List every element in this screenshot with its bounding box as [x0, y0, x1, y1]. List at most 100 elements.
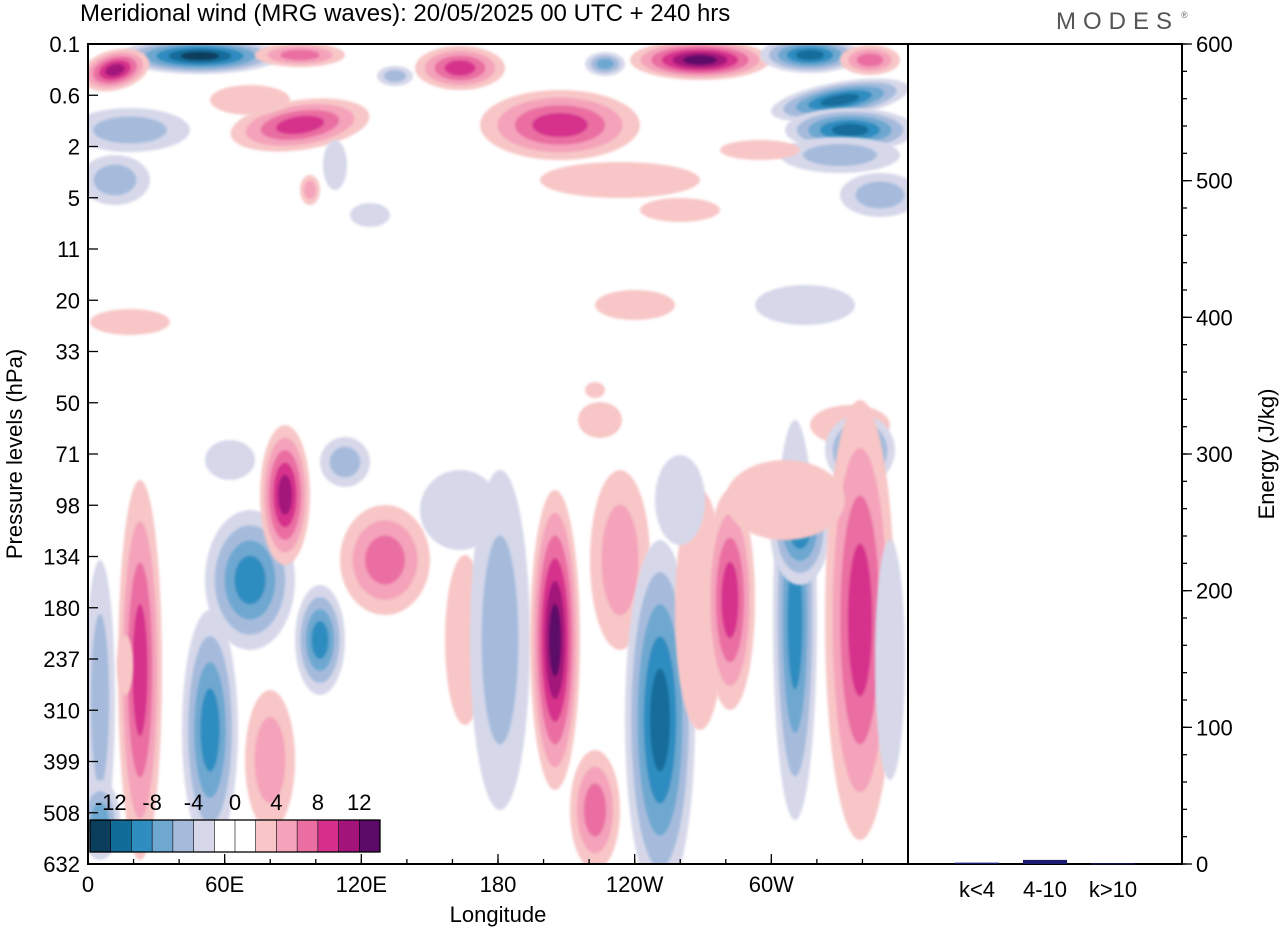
contour-level: [180, 51, 220, 61]
contour-level: [548, 603, 562, 677]
energy-bar: [1091, 863, 1135, 865]
contour-level: [277, 475, 293, 515]
contour-cell: [118, 480, 162, 860]
contour-cell: [340, 505, 430, 615]
y-tick-label: 5: [68, 186, 80, 211]
chart-title: Meridional wind (MRG waves): 20/05/2025 …: [80, 0, 731, 27]
y-tick-label: 20: [56, 288, 80, 313]
x-tick-label: 120E: [336, 872, 387, 897]
contour-level: [601, 504, 639, 616]
contour-level: [803, 143, 877, 167]
contour-level: [205, 440, 255, 480]
y-tick-label: 310: [43, 698, 80, 723]
contour-level: [578, 402, 622, 438]
y-tick-label: 11: [57, 237, 80, 262]
contour-cell: [470, 470, 530, 810]
contour-level: [755, 285, 855, 325]
colorbar-swatch: [131, 820, 153, 852]
energy-y-tick-label: 600: [1196, 32, 1233, 57]
colorbar-swatch: [359, 820, 380, 852]
y-tick-label: 508: [43, 801, 80, 826]
y-tick-label: 33: [56, 340, 80, 365]
contour-level: [532, 112, 588, 138]
x-tick-label: 0: [82, 872, 94, 897]
contour-cell: [323, 140, 347, 190]
contour-cell: [585, 382, 605, 398]
contour-level: [540, 162, 700, 198]
y-axis-label: Pressure levels (hPa): [2, 349, 27, 559]
contour-level: [683, 55, 717, 65]
colorbar: -12 -8 -4 0 4 8 12: [89, 790, 381, 853]
colorbar-label: 0: [229, 790, 241, 815]
contour-level: [650, 668, 670, 772]
energy-bar: [1023, 859, 1067, 864]
contour-level: [275, 115, 325, 135]
contour-cell: [760, 44, 860, 73]
contour-cell: [480, 90, 640, 160]
energy-y-tick-label: 400: [1196, 305, 1233, 330]
contour-cell: [320, 437, 370, 487]
energy-plot-frame: [907, 43, 1183, 865]
y-tick-label: 399: [43, 750, 80, 775]
colorbar-label: 12: [347, 790, 371, 815]
contour-level: [323, 140, 347, 190]
colorbar-swatch: [172, 820, 194, 852]
contour-cell: [377, 66, 413, 86]
contour-level: [795, 49, 825, 61]
colorbar-swatch: [152, 820, 173, 852]
contour-level: [210, 85, 290, 115]
contour-cell: [255, 44, 345, 67]
y-tick-label: 2: [68, 135, 80, 160]
y-tick-label: 237: [43, 647, 80, 672]
contour-cell: [625, 540, 695, 864]
energy-bar: [955, 862, 999, 864]
contour-cell: [88, 155, 150, 205]
contour-cell: [540, 162, 700, 198]
colorbar-label: -4: [184, 790, 204, 815]
y-tick-label: 0.1: [49, 32, 80, 57]
energy-y-tick-label: 100: [1196, 715, 1233, 740]
contour-cell: [530, 490, 580, 790]
x-axis-label: Longitude: [450, 902, 547, 927]
contour-level: [640, 198, 720, 222]
x-tick-label: 60W: [749, 872, 794, 897]
contour-cell: [120, 44, 280, 74]
contour-level: [200, 688, 220, 772]
contour-level: [787, 550, 803, 690]
y-tick-label: 50: [56, 391, 80, 416]
contour-level: [93, 164, 137, 196]
y-tick-label: 632: [43, 852, 80, 877]
contour-cell: [725, 460, 845, 540]
contour-level: [847, 543, 873, 697]
contour-cell: [90, 309, 170, 335]
contour-level: [254, 716, 286, 804]
contour-cell: [260, 425, 310, 565]
contour-level: [721, 561, 739, 639]
contour-cell: [655, 455, 705, 545]
energy-category-label: k<4: [959, 877, 995, 902]
contour-cell: [300, 175, 320, 205]
contour-level: [725, 460, 845, 540]
contour-level: [855, 181, 905, 209]
contour-cell: [578, 402, 622, 438]
contour-level: [132, 603, 148, 737]
y-tick-label: 134: [43, 545, 80, 570]
contour-level: [93, 116, 167, 144]
contour-cell: [245, 690, 295, 830]
contour-level: [90, 309, 170, 335]
contour-level: [583, 783, 607, 837]
contour-cell: [88, 48, 150, 92]
energy-y-axis-label: Energy (J/kg): [1254, 389, 1279, 520]
contour-level: [595, 290, 675, 320]
contour-level: [481, 535, 519, 745]
colorbar-swatch: [317, 820, 339, 852]
contour-level: [444, 60, 476, 76]
brand-logo: MODES: [1056, 8, 1180, 35]
energy-category-label: 4-10: [1023, 877, 1067, 902]
contour-cell: [585, 52, 625, 76]
contour-level: [90, 613, 110, 787]
contour-cell: [415, 46, 505, 90]
energy-y-tick-label: 500: [1196, 169, 1233, 194]
energy-y-tick-label: 0: [1196, 852, 1208, 877]
y-tick-label: 98: [56, 493, 80, 518]
